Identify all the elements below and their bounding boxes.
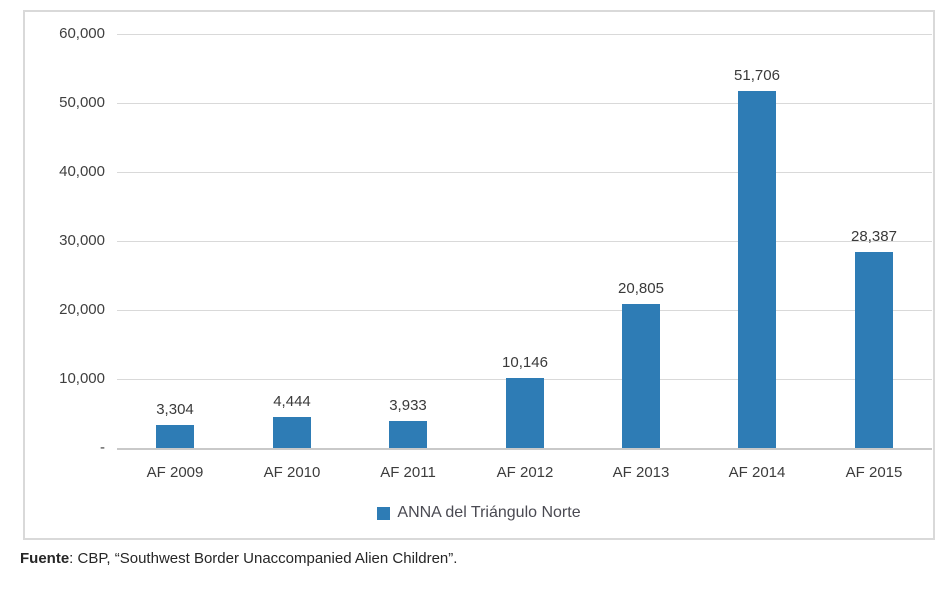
gridline xyxy=(117,103,932,104)
bar-af-2014 xyxy=(738,91,776,448)
gridline xyxy=(117,241,932,242)
x-tick-label: AF 2014 xyxy=(728,464,786,481)
y-axis: 60,000 50,000 40,000 30,000 20,000 10,000 - xyxy=(25,25,105,456)
value-label: 4,444 xyxy=(273,393,311,410)
legend: ANNA del Triángulo Norte xyxy=(25,504,933,522)
source-text: : CBP, “Southwest Border Unaccompanied A… xyxy=(69,550,458,567)
gridline xyxy=(117,172,932,173)
y-tick-label: 20,000 xyxy=(59,301,105,318)
y-tick-label: 10,000 xyxy=(59,370,105,387)
value-label: 3,933 xyxy=(389,397,427,414)
gridline xyxy=(117,310,932,311)
bar-af-2012 xyxy=(506,378,544,448)
source-note: Fuente: CBP, “Southwest Border Unaccompa… xyxy=(20,550,457,567)
y-tick-label: 40,000 xyxy=(59,163,105,180)
x-tick-label: AF 2012 xyxy=(496,464,554,481)
x-tick-label: AF 2015 xyxy=(845,464,903,481)
bar-af-2010 xyxy=(273,417,311,448)
value-label: 3,304 xyxy=(156,401,194,418)
bar-af-2011 xyxy=(389,421,427,448)
x-axis: AF 2009 AF 2010 AF 2011 AF 2012 AF 2013 AF 20… xyxy=(117,464,932,484)
legend-label: ANNA del Triángulo Norte xyxy=(397,504,581,521)
y-tick-label: - xyxy=(100,439,105,456)
y-tick-label: 30,000 xyxy=(59,232,105,249)
bar-af-2015 xyxy=(855,252,893,448)
y-tick-label: 60,000 xyxy=(59,25,105,42)
y-tick-label: 50,000 xyxy=(59,94,105,111)
value-label: 51,706 xyxy=(734,67,780,84)
chart-container: 60,000 50,000 40,000 30,000 20,000 10,000 - 3,… xyxy=(23,10,935,540)
x-tick-label: AF 2013 xyxy=(612,464,670,481)
value-label: 28,387 xyxy=(851,228,897,245)
value-label: 20,805 xyxy=(618,280,664,297)
bar-af-2013 xyxy=(622,304,660,448)
legend-swatch-icon xyxy=(377,506,391,520)
bar-af-2009 xyxy=(156,425,194,448)
plot-area: 3,304 4,444 3,933 10,146 20,805 51,706 28,387 xyxy=(117,34,932,450)
x-axis-line xyxy=(117,448,932,450)
x-tick-label: AF 2011 xyxy=(380,464,436,481)
gridline xyxy=(117,34,932,35)
x-tick-label: AF 2010 xyxy=(263,464,321,481)
value-label: 10,146 xyxy=(502,354,548,371)
x-tick-label: AF 2009 xyxy=(146,464,204,481)
source-prefix: Fuente xyxy=(20,550,70,567)
